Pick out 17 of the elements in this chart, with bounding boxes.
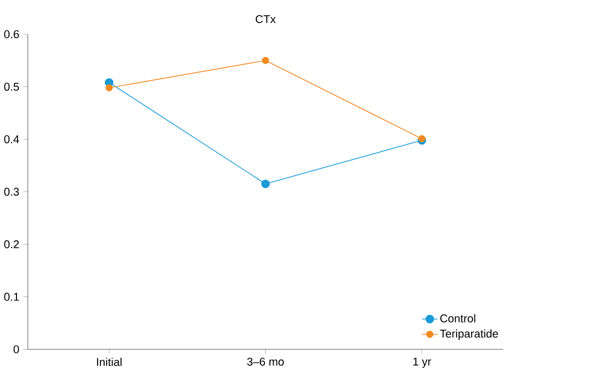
y-tick-label: 0.2 bbox=[4, 240, 19, 248]
y-tick-label: 0.1 bbox=[4, 292, 19, 301]
legend-label: Control bbox=[440, 314, 476, 322]
legend-label: Teriparatide bbox=[440, 329, 498, 340]
y-tick-label: 0 bbox=[14, 345, 19, 354]
x-tick-label: 1 yr bbox=[413, 358, 432, 368]
point bbox=[418, 135, 426, 142]
x-tick-label: Initial bbox=[97, 358, 122, 366]
y-tick-label: 0.3 bbox=[4, 188, 19, 196]
point bbox=[262, 57, 270, 64]
y-tick-label: 0.4 bbox=[4, 135, 20, 144]
point bbox=[261, 180, 270, 188]
chart-title: CTx bbox=[256, 15, 276, 24]
y-tick-label: 0.6 bbox=[4, 30, 19, 38]
point bbox=[106, 84, 113, 92]
y-tick-label: 0.5 bbox=[4, 82, 19, 91]
x-tick-label: 3–6 mo bbox=[247, 358, 284, 366]
